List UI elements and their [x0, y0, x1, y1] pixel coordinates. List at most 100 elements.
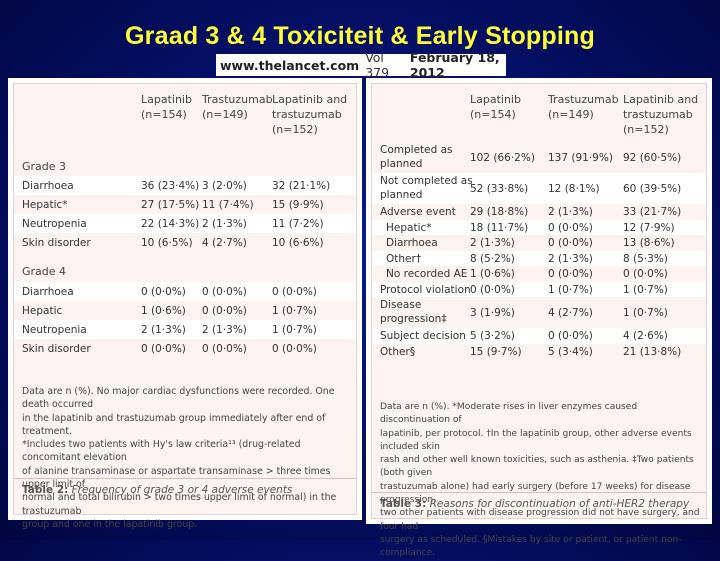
row-value: 52 (33·8%) [470, 183, 529, 195]
row-value: 0 (0·0%) [272, 285, 317, 298]
row-value: 0 (0·0%) [141, 285, 186, 298]
row-value: 2 (1·3%) [202, 323, 247, 336]
table3-panel: Lapatinib (n=154) Trastuzumab (n=149) Lapa… [366, 78, 712, 558]
row-value: 13 (8·6%) [623, 237, 675, 249]
table2-caption-rule [14, 478, 356, 479]
row-label: Skin disorder [22, 236, 91, 249]
row-value: 11 (7·2%) [272, 217, 324, 230]
row-value: 3 (2·0%) [202, 179, 247, 192]
row-value: 0 (0·0%) [141, 342, 186, 355]
row-value: 1 (0·7%) [623, 283, 668, 296]
row-value: 29 (18·8%) [470, 206, 529, 218]
table2-row: Neutropenia 22 (14·3%) 2 (1·3%) 11 (7·2%) [14, 214, 356, 233]
table2-row: Diarrhoea 0 (0·0%) 0 (0·0%) 0 (0·0%) [14, 282, 356, 301]
table3-col-combo: Lapatinib and trastuzumab (n=152) [623, 93, 699, 136]
table2-footnote: Data are n (%). No major cardiac dysfunc… [22, 386, 337, 530]
table3-footnote: Data are n (%). *Moderate rises in liver… [380, 402, 700, 559]
table3-caption: Table 3: Reasons for discontinuation of … [380, 498, 690, 510]
row-value: 2 (1·3%) [202, 217, 247, 230]
table3-row: Disease progression‡ 3 (1·9%) 4 (2·7%) 1 (0·… [372, 297, 706, 328]
row-value: 18 (11·7%) [470, 221, 529, 234]
row-value: 92 (60·5%) [623, 152, 682, 164]
row-label: Diarrhoea [386, 237, 438, 249]
row-value: 0 (0·0%) [470, 283, 515, 296]
table2-inner: Lapatinib (n=154) Trastuzumab (n=149) Lapa… [13, 83, 357, 530]
row-value: 27 (17·5%) [141, 198, 200, 211]
row-value: 0 (0·0%) [202, 342, 247, 355]
table2-row: Hepatic 1 (0·6%) 0 (0·0%) 1 (0·7%) [14, 301, 356, 320]
row-value: 1 (0·7%) [272, 304, 317, 317]
row-value: 0 (0·0%) [202, 304, 247, 317]
row-value: 5 (3·4%) [548, 345, 593, 358]
table3-col-trastuzumab: Trastuzumab (n=149) [548, 93, 619, 121]
table3-row: No recorded AE 1 (0·6%) 0 (0·0%) 0 (0·0%) [372, 266, 706, 282]
row-value: 4 (2·7%) [202, 236, 247, 249]
row-value: 8 (5·2%) [470, 252, 515, 265]
table2-col-lapatinib: Lapatinib (n=154) [141, 93, 192, 121]
table2-panel: Lapatinib (n=154) Trastuzumab (n=149) Lapa… [8, 78, 362, 530]
row-value: 33 (21·7%) [623, 206, 682, 218]
table2-col-trastuzumab: Trastuzumab (n=149) [202, 93, 273, 121]
row-value: 0 (0·0%) [272, 342, 317, 355]
row-value: 12 (7·9%) [623, 221, 675, 234]
row-value: 5 (3·2%) [470, 330, 515, 342]
table2-caption: Table 2: Frequency of grade 3 or 4 adver… [22, 484, 293, 496]
journal-volume: Vol 379 [365, 50, 390, 80]
row-value: 4 (2·6%) [623, 330, 668, 342]
row-value: 36 (23·4%) [141, 179, 200, 192]
row-label: Skin disorder [22, 342, 91, 355]
table3-row: Subject decision 5 (3·2%) 0 (0·0%) 4 (2·6%) [372, 328, 706, 344]
row-value: 2 (1·3%) [141, 323, 186, 336]
row-label: Diarrhoea [22, 179, 74, 192]
row-value: 10 (6·6%) [272, 236, 324, 249]
row-value: 21 (13·8%) [623, 345, 682, 358]
row-value: 10 (6·5%) [141, 236, 193, 249]
row-label: Hepatic [22, 304, 63, 317]
journal-site: www.thelancet.com [220, 57, 360, 73]
row-value: 0 (0·0%) [548, 268, 593, 280]
row-value: 12 (8·1%) [548, 183, 600, 195]
journal-header: www.thelancet.com Vol 379 February 18, 2… [216, 50, 506, 80]
row-label: Neutropenia [22, 323, 87, 336]
table3-inner: Lapatinib (n=154) Trastuzumab (n=149) Lapa… [371, 83, 707, 558]
table2-row: Neutropenia 2 (1·3%) 2 (1·3%) 1 (0·7%) [14, 320, 356, 339]
table3-row: Diarrhoea 2 (1·3%) 0 (0·0%) 13 (8·6%) [372, 235, 706, 251]
table3-row: Other§ 15 (9·7%) 5 (3·4%) 21 (13·8%) [372, 344, 706, 360]
row-value: 1 (0·7%) [548, 283, 593, 296]
row-label: Completed as planned [380, 144, 453, 170]
row-label: Disease progression‡ [380, 299, 447, 325]
row-label: Other§ [380, 345, 416, 358]
table3-row: Completed as planned 102 (66·2%) 137 (91·9%… [372, 142, 706, 173]
row-label: Neutropenia [22, 217, 87, 230]
row-label: Diarrhoea [22, 285, 74, 298]
table2-col-combo: Lapatinib and trastuzumab (n=152) [272, 93, 348, 136]
row-label: Adverse event [380, 206, 456, 218]
table2-row: Hepatic* 27 (17·5%) 11 (7·4%) 15 (9·9%) [14, 195, 356, 214]
row-label: Hepatic* [386, 221, 432, 234]
grade3-label: Grade 3 [22, 160, 67, 173]
table2-row: Skin disorder 0 (0·0%) 0 (0·0%) 0 (0·0%) [14, 339, 356, 358]
row-value: 0 (0·0%) [548, 330, 593, 342]
row-value: 15 (9·9%) [272, 198, 324, 211]
table3-row: Other† 8 (5·2%) 2 (1·3%) 8 (5·3%) [372, 250, 706, 266]
row-value: 1 (0·7%) [623, 307, 668, 319]
row-value: 2 (1·3%) [548, 252, 593, 265]
row-value: 3 (1·9%) [470, 307, 515, 319]
table2-row: Skin disorder 10 (6·5%) 4 (2·7%) 10 (6·6%) [14, 233, 356, 252]
row-value: 1 (0·6%) [470, 268, 515, 280]
table3-row: Not completed as planned 52 (33·8%) 12 (8·1… [372, 173, 706, 204]
table3-row: Hepatic* 18 (11·7%) 0 (0·0%) 12 (7·9%) [372, 219, 706, 235]
row-value: 8 (5·3%) [623, 252, 668, 265]
row-label: Not completed as planned [380, 175, 473, 201]
row-value: 1 (0·6%) [141, 304, 186, 317]
table3-col-lapatinib: Lapatinib (n=154) [470, 93, 521, 121]
row-label: Protocol violation [380, 283, 471, 296]
row-value: 15 (9·7%) [470, 345, 522, 358]
grade4-label: Grade 4 [22, 265, 67, 278]
row-value: 0 (0·0%) [623, 268, 668, 280]
row-label: No recorded AE [386, 268, 468, 280]
table3-row: Adverse event 29 (18·8%) 2 (1·3%) 33 (21·7%… [372, 204, 706, 220]
row-value: 0 (0·0%) [548, 237, 593, 249]
row-value: 102 (66·2%) [470, 152, 535, 164]
row-value: 32 (21·1%) [272, 179, 331, 192]
